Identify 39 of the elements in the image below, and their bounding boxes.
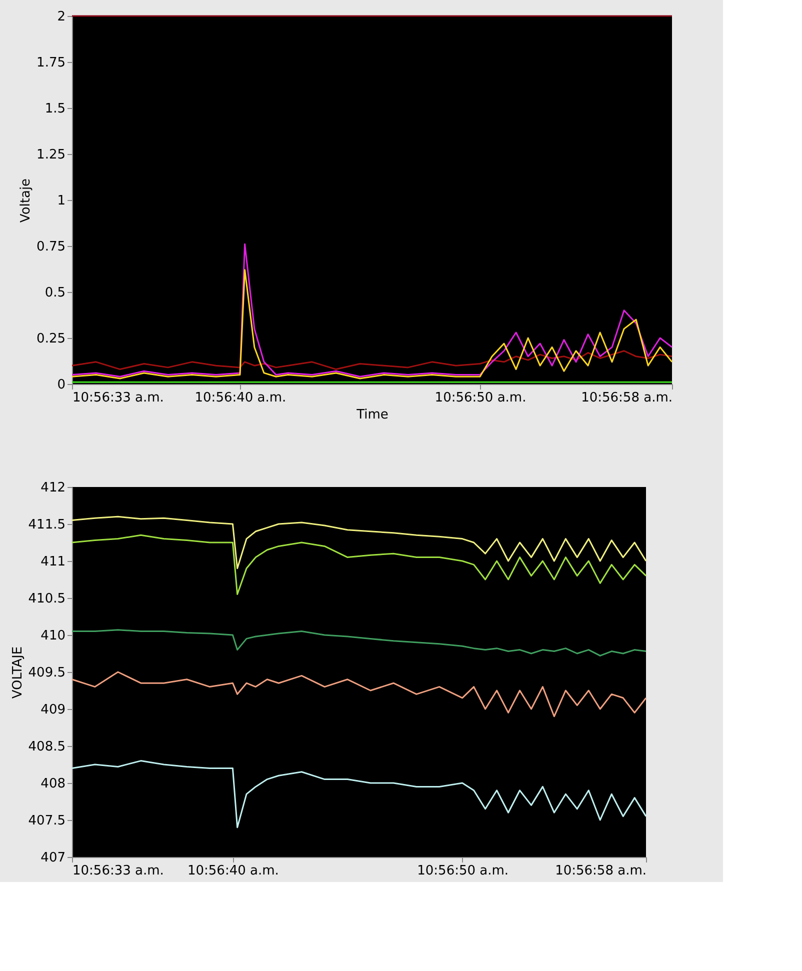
y-tick-label: 0.25 <box>36 332 66 346</box>
line-series <box>71 516 647 570</box>
y-tick-label: 408 <box>40 776 66 792</box>
y-tick-label: 407 <box>40 850 66 866</box>
x-tick-label: 10:56:50 a.m. <box>417 864 509 878</box>
x-axis-title: Time <box>356 408 388 422</box>
y-tick-label: 410 <box>40 628 66 644</box>
x-tick-label: 10:56:33 a.m. <box>72 390 164 406</box>
line-series <box>71 269 673 380</box>
y-tick-label: 1 <box>57 194 66 208</box>
y-tick-label: 1.25 <box>36 148 66 162</box>
x-tick-label: 10:56:58 a.m. <box>581 390 672 406</box>
x-tick-label: 10:56:40 a.m. <box>187 864 279 878</box>
y-tick-label: 411 <box>40 554 66 570</box>
y-tick-label: 2 <box>57 10 66 24</box>
line-series <box>71 243 673 378</box>
x-tick-label: 10:56:40 a.m. <box>194 390 286 406</box>
x-tick-label: 10:56:33 a.m. <box>72 864 164 878</box>
y-tick-label: 0.75 <box>36 240 66 254</box>
y-tick-label: 411.5 <box>28 518 66 532</box>
line-series <box>71 629 647 656</box>
y-tick-label: 409.5 <box>28 666 66 680</box>
y-tick-label: 1.5 <box>44 102 66 116</box>
y-tick-label: 409 <box>40 702 66 718</box>
y-tick-label: 1.75 <box>36 56 66 70</box>
y-axis-title: Voltaje <box>18 178 34 223</box>
line-series <box>71 350 673 370</box>
y-tick-label: 410.5 <box>28 592 66 606</box>
y-tick-label: 408.5 <box>28 740 66 754</box>
line-series <box>71 671 647 718</box>
line-series <box>71 760 647 828</box>
y-tick-label: 412 <box>40 480 66 496</box>
x-tick-label: 10:56:58 a.m. <box>555 864 646 878</box>
y-tick-label: 407.5 <box>28 814 66 828</box>
y-tick-label: 0.5 <box>44 286 66 300</box>
line-series <box>71 534 647 596</box>
x-tick-label: 10:56:50 a.m. <box>434 390 526 406</box>
y-axis-title: VOLTAJE <box>10 646 26 699</box>
y-tick-label: 0 <box>57 378 66 392</box>
